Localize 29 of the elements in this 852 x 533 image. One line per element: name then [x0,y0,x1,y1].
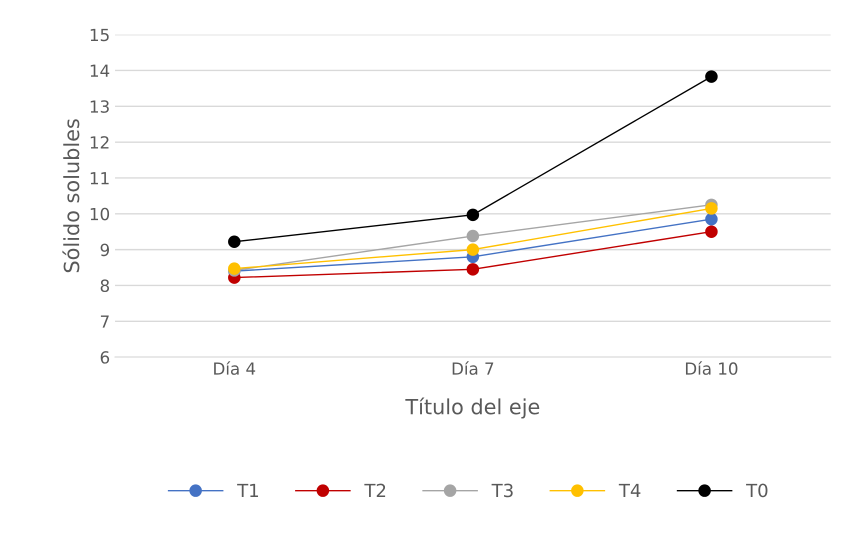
y-tick-label: 8 [100,279,110,292]
y-tick-label: 9 [100,244,109,256]
y-tick-label: 12 [90,136,108,148]
y-tick-label: 10 [90,208,110,220]
legend-label: T3 [492,484,513,498]
point [705,202,718,215]
legend-label: T4 [618,484,640,498]
y-tick-label: 15 [90,28,109,42]
point [466,208,480,222]
y-tick-label: 13 [90,100,109,113]
x-axis-title: Título del eje [405,398,540,419]
point [466,243,480,256]
legend-label: T1 [237,484,258,498]
legend-label: T0 [746,484,768,498]
x-tick-label: Día 7 [452,361,494,375]
point [228,235,241,248]
point [705,225,718,238]
point [466,230,480,242]
point [466,263,480,276]
point [705,70,718,83]
point [705,212,718,226]
y-tick-label: 6 [100,351,110,364]
x-tick-label: Día 10 [686,361,738,375]
y-axis-title: Sólido solubles [62,119,80,272]
y-tick-label: 14 [90,64,110,77]
y-tick-label: 7 [100,315,109,328]
x-tick-label: Día 4 [214,361,256,375]
legend-label: T2 [364,484,386,498]
y-tick-label: 11 [90,172,109,184]
